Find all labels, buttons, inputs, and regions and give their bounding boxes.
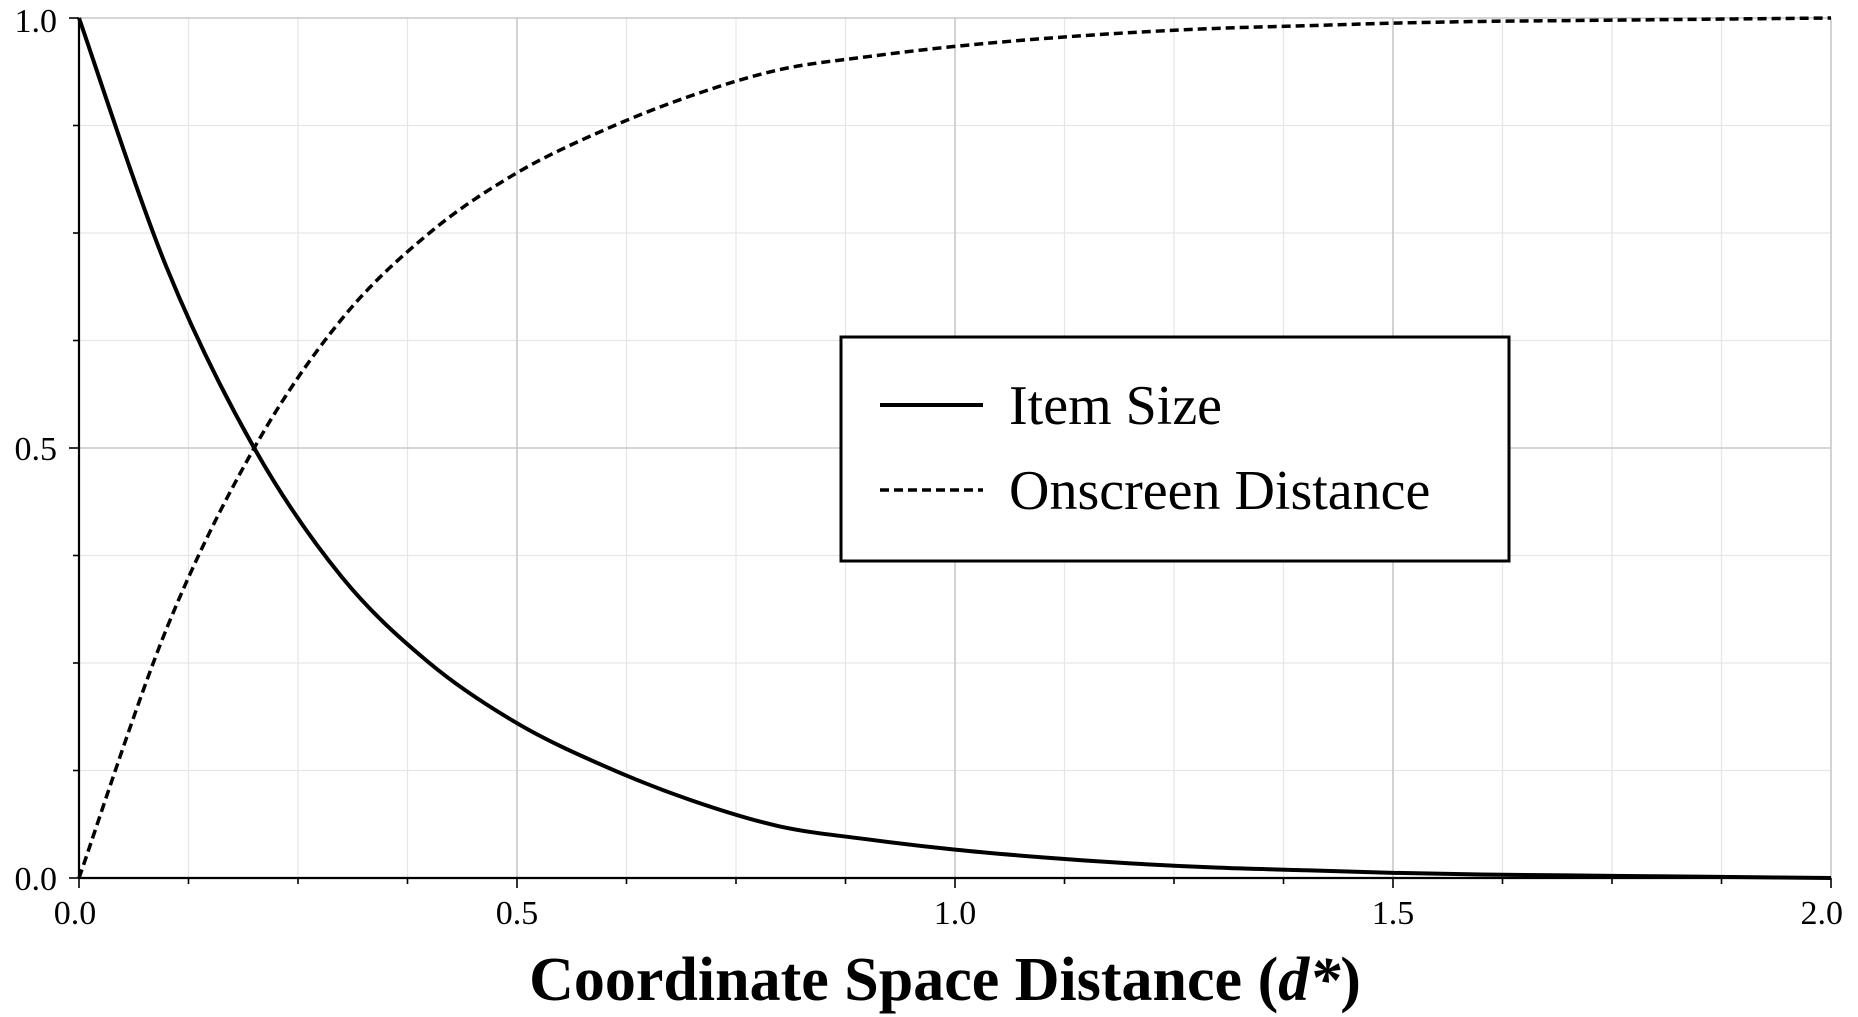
series-lines bbox=[77, 16, 1832, 880]
tick-labels: 0.0 0.5 1.0 1.5 2.0 0.0 0.5 1.0 bbox=[15, 3, 1844, 932]
y-tick-label: 1.0 bbox=[15, 3, 58, 40]
legend-label-onscreen-distance: Onscreen Distance bbox=[1009, 460, 1430, 522]
x-axis-title: Coordinate Space Distance (d*) bbox=[529, 946, 1361, 1014]
x-tick-label: 0.5 bbox=[496, 895, 539, 932]
x-tick-label: 2.0 bbox=[1801, 895, 1844, 932]
legend: Item Size Onscreen Distance bbox=[839, 335, 1511, 563]
y-tick-label: 0.5 bbox=[15, 431, 58, 468]
legend-label-item-size: Item Size bbox=[1009, 375, 1222, 437]
x-tick-label: 1.5 bbox=[1372, 895, 1415, 932]
grid bbox=[79, 17, 1832, 878]
axes bbox=[69, 17, 1832, 888]
y-tick-label: 0.0 bbox=[15, 861, 58, 898]
x-tick-label: 0.0 bbox=[54, 895, 97, 932]
legend-box bbox=[839, 335, 1511, 563]
series-line-item-size bbox=[77, 17, 1832, 880]
x-tick-label: 1.0 bbox=[934, 895, 977, 932]
series-line-onscreen-distance bbox=[77, 16, 1832, 879]
